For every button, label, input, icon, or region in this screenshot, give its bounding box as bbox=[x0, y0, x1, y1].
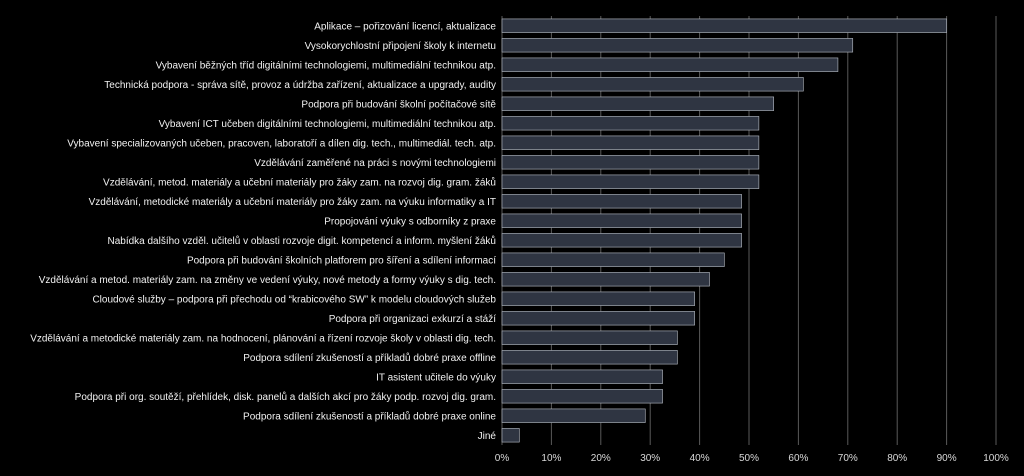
bar bbox=[501, 272, 710, 287]
bar bbox=[501, 369, 663, 384]
bar bbox=[501, 311, 695, 326]
bar bbox=[501, 428, 520, 443]
bar bbox=[501, 252, 725, 267]
category-label: Aplikace – pořizování licencí, aktualiza… bbox=[314, 21, 496, 32]
bar bbox=[501, 174, 760, 189]
x-tick-label: 10% bbox=[541, 453, 561, 464]
bar bbox=[501, 38, 854, 53]
category-label: Vybavení ICT učeben digitálními technolo… bbox=[159, 119, 496, 130]
category-label: Vzdělávání, metod. materiály a učební ma… bbox=[103, 176, 496, 188]
category-label: Vzdělávání a metodické materiály zam. na… bbox=[30, 333, 496, 344]
category-label: Podpora sdílení zkušeností a příkladů do… bbox=[243, 352, 496, 364]
category-label: Nabídka dalšího vzděl. učitelů v oblasti… bbox=[107, 235, 496, 247]
category-label: Podpora při budování školních platforem … bbox=[187, 255, 496, 266]
bars bbox=[501, 18, 947, 443]
category-label: Jiné bbox=[478, 431, 497, 442]
bar bbox=[501, 194, 742, 209]
x-tick-label: 100% bbox=[983, 453, 1009, 464]
category-label: Podpora při budování školní počítačové s… bbox=[301, 99, 496, 110]
category-label: Technická podpora - správa sítě, provoz … bbox=[104, 80, 496, 91]
category-label: Vzdělávání zaměřené na práci s novými te… bbox=[254, 158, 496, 169]
category-label: IT asistent učitele do výuky bbox=[376, 372, 496, 383]
bar bbox=[501, 233, 742, 248]
x-axis-tick-labels: 0% 10% 20% 30% 40% 50% 60% 70% 80% 90% 100% bbox=[495, 453, 1009, 464]
bar bbox=[501, 116, 760, 131]
x-tick-label: 90% bbox=[937, 453, 957, 464]
category-labels: Aplikace – pořizování licencí, aktualiza… bbox=[30, 21, 496, 442]
x-tick-label: 50% bbox=[739, 453, 759, 464]
category-label: Propojování výuky s odborníky z praxe bbox=[324, 216, 496, 227]
category-label: Vybavení běžných tříd digitálními techno… bbox=[156, 60, 496, 71]
x-tick-label: 60% bbox=[788, 453, 808, 464]
category-label: Vzdělávání, metodické materiály a učební… bbox=[89, 197, 496, 208]
bar bbox=[501, 408, 646, 423]
bar bbox=[501, 350, 678, 365]
category-label: Vzdělávání a metod. materiály zam. na zm… bbox=[39, 275, 496, 286]
category-label: Podpora při organizaci exkurzí a stáží bbox=[329, 314, 497, 325]
bar bbox=[501, 291, 695, 306]
bar bbox=[501, 135, 760, 150]
category-label: Vysokorychlostní připojení školy k inter… bbox=[305, 41, 496, 52]
x-tick-label: 30% bbox=[640, 453, 660, 464]
bar bbox=[501, 57, 839, 72]
bar bbox=[501, 77, 804, 92]
bar bbox=[501, 330, 678, 345]
bar bbox=[501, 155, 760, 170]
category-label: Cloudové služby – podpora při přechodu o… bbox=[92, 294, 496, 305]
bar bbox=[501, 389, 663, 404]
x-tick-label: 70% bbox=[838, 453, 858, 464]
bar bbox=[501, 96, 775, 111]
x-tick-label: 0% bbox=[495, 453, 510, 464]
category-label: Podpora při org. soutěží, přehlídek, dis… bbox=[75, 391, 496, 403]
category-label: Vybavení specializovaných učeben, pracov… bbox=[67, 138, 496, 149]
x-tick-label: 80% bbox=[887, 453, 907, 464]
x-tick-label: 20% bbox=[591, 453, 611, 464]
category-label: Podpora sdílení zkušeností a příkladů do… bbox=[243, 410, 496, 422]
bar bbox=[501, 213, 742, 228]
bar bbox=[501, 18, 947, 33]
x-tick-label: 40% bbox=[690, 453, 710, 464]
